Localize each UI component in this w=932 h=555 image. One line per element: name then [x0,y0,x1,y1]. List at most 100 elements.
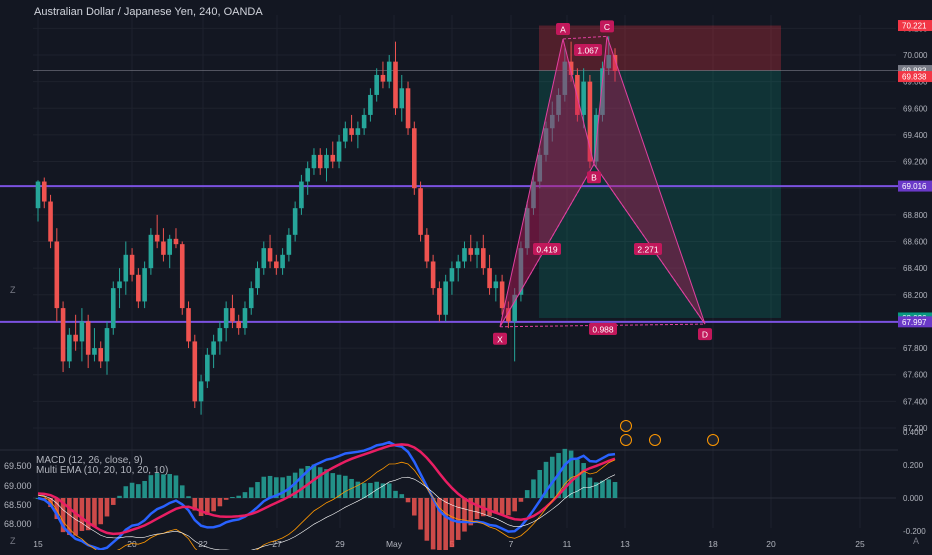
candle-body [468,248,474,255]
y-tick-label: 67.200 [903,424,928,433]
candle-body [524,208,530,249]
pattern-point-b: B [591,173,597,183]
price-label: 69.016 [902,182,927,191]
candle-body [430,261,436,289]
macd-histogram-bar [211,498,216,512]
candle-body [405,88,411,129]
candle-body [474,248,480,255]
candle-body [161,241,166,255]
candle-body [104,328,110,362]
x-tick-label: 18 [708,539,718,549]
x-tick-label: 13 [620,539,630,549]
candle-body [443,281,448,315]
macd-histogram-bar [531,479,536,498]
price-label: 70.221 [902,22,927,31]
macd-histogram-bar [543,461,549,498]
price-label-bg [898,65,932,77]
candle-body [117,281,122,289]
candle-body [600,68,605,115]
macd-histogram-bar [324,469,329,498]
macd-histogram-bar [568,450,574,498]
pattern-point-a: A [560,24,566,34]
ema-scale-2: 69.000 [4,481,32,491]
y-tick-label: 69.600 [903,104,928,113]
candle-body [368,94,373,115]
macd-histogram-bar [474,498,480,519]
candle-body [399,88,405,109]
pattern-xb-line [499,163,595,328]
candle-body [179,244,185,309]
macd-histogram-bar [506,498,511,516]
macd-histogram-bar [142,480,147,498]
auto-scale-button[interactable]: A [913,536,920,546]
macd-histogram-bar [192,498,198,511]
pattern-point-d: D [702,330,708,340]
macd-histogram-bar [612,482,618,498]
price-label-bg [898,316,932,328]
candle-body [581,81,586,115]
macd-histogram-bar [148,475,154,498]
pattern-ratio-bg [589,323,617,335]
candle-body [211,341,216,355]
macd-histogram-bar [92,498,97,527]
macd-histogram-bar [499,498,505,515]
candle-body [324,154,329,169]
ema-line [37,459,616,555]
candle-body [242,308,248,329]
macd-histogram-bar [67,498,72,535]
candle-body [280,254,285,269]
y-tick-label: 69.800 [903,78,928,87]
candle-body [60,308,66,362]
pattern-ratio: 0.988 [592,325,614,335]
candle-body [223,308,229,329]
x-tick-label: 7 [509,539,514,549]
candle-body [48,201,53,242]
candle-body [418,188,423,235]
macd-histogram-bar [575,459,580,498]
ema-scale-3: 68.500 [4,500,32,510]
log-toggle-button[interactable]: Z [10,285,16,295]
y-tick-label: 69.200 [903,158,928,167]
candle-body [393,61,398,109]
candle-body [41,181,47,202]
pattern-point-d-bg [698,328,712,341]
candle-body [355,128,361,135]
macd-legend: MACD (12, 26, close, 9) [36,455,143,466]
macd-histogram-bar [230,496,235,498]
macd-scale-label: 0.000 [903,494,924,503]
macd-histogram-bar [493,498,499,514]
candle-body [568,61,574,75]
x-tick-label: 29 [335,539,345,549]
candle-body [205,354,210,382]
candle-body [79,321,85,342]
pattern-ratio-bg [634,243,662,255]
price-label-bg [898,20,932,32]
candle-body [255,268,260,289]
pattern-ac-line [562,35,608,40]
macd-histogram-bar [136,484,141,498]
pattern-ratio: 0.419 [536,245,558,255]
candle-body [587,81,593,162]
candle-body [142,268,147,302]
candle-body [167,238,173,255]
macd-histogram-bar [468,498,474,526]
candle-body [386,61,392,82]
candle-body [512,294,517,322]
macd-histogram-bar [405,498,411,503]
macd-histogram-bar [386,483,392,498]
macd-histogram-bar [305,466,310,498]
pattern-point-c-bg [600,20,614,33]
macd-histogram-bar [462,498,467,532]
macd-scale-label: 0.200 [903,461,924,470]
macd-histogram-bar [161,474,166,498]
zoom-button[interactable]: Z [10,536,16,546]
macd-histogram-bar [98,498,104,525]
candle-body [129,254,135,275]
macd-histogram-bar [418,498,423,530]
y-tick-label: 67.400 [903,397,928,406]
macd-histogram-bar [60,498,66,533]
macd-histogram-bar [179,485,185,498]
candle-body [374,74,379,95]
